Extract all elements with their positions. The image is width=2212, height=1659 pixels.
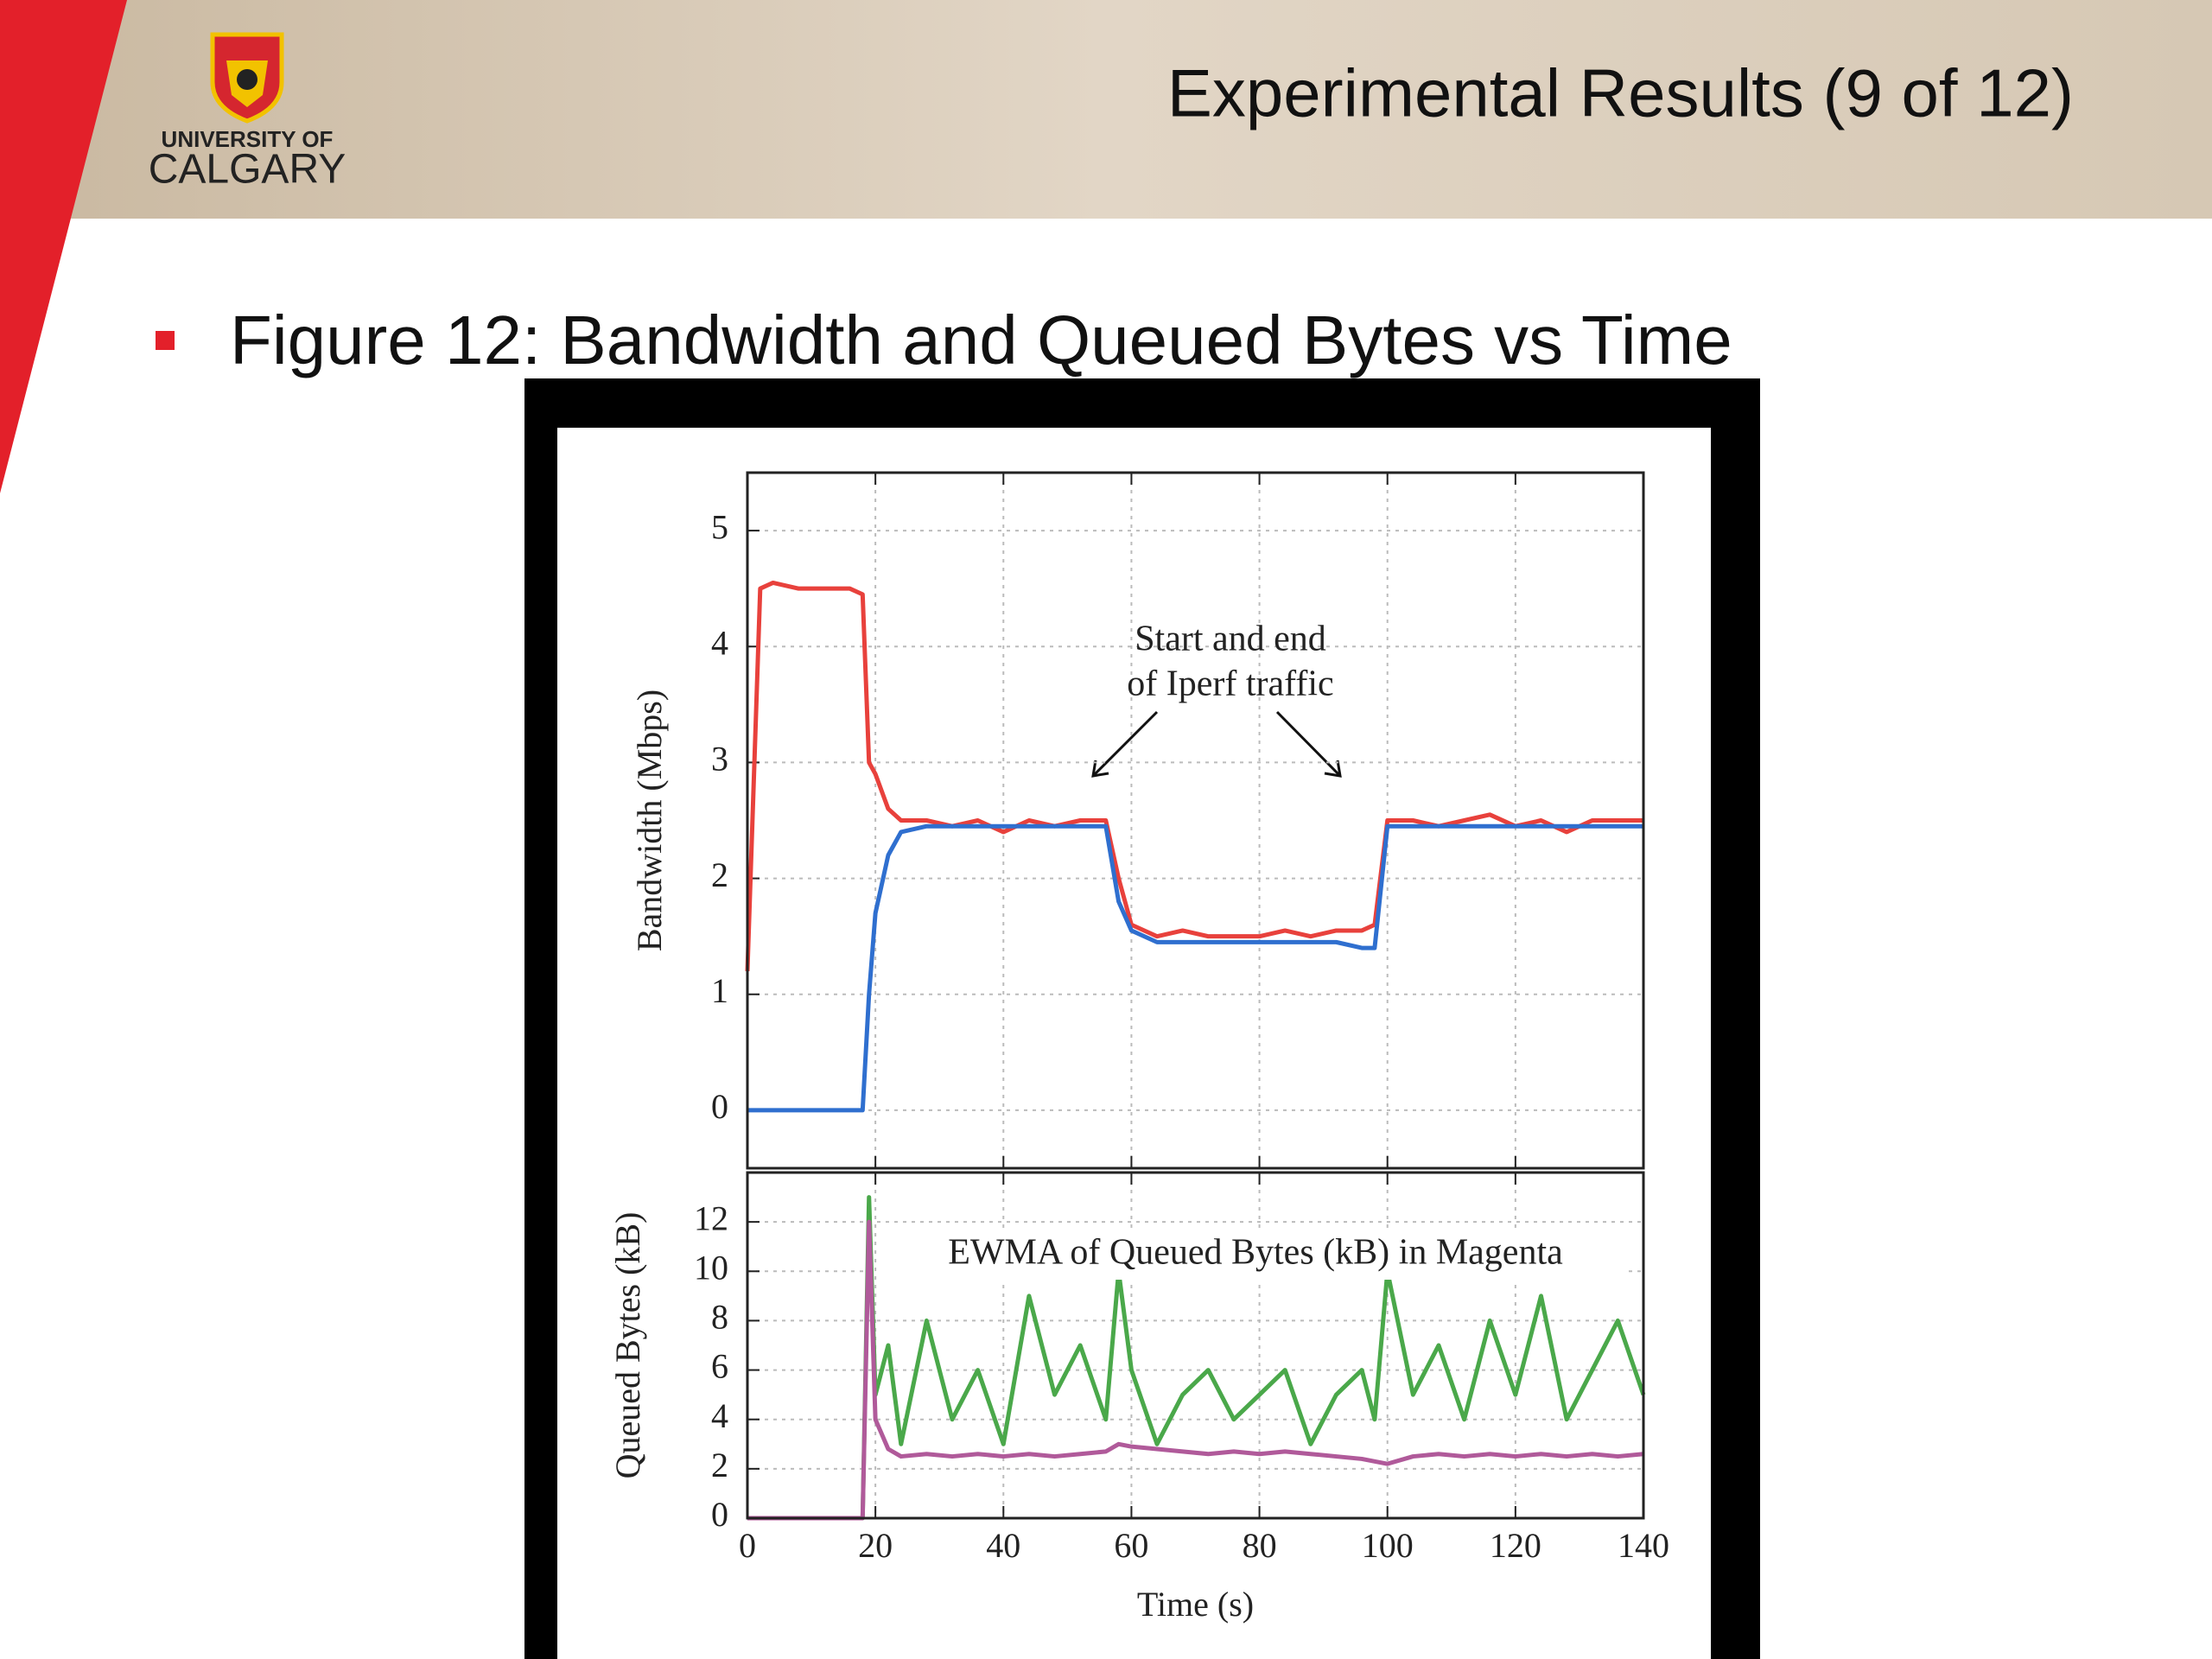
annotation-bg <box>877 1231 1629 1280</box>
x-tick-label: 100 <box>1362 1526 1414 1565</box>
y-axis-label: Queued Bytes (kB) <box>608 1212 647 1479</box>
x-axis-label: Time (s) <box>1137 1585 1254 1624</box>
plot-frame <box>746 1171 1645 1520</box>
annotation: of Iperf traffic <box>1127 664 1333 704</box>
y-tick-label: 3 <box>711 740 728 779</box>
x-tick-label: 80 <box>1243 1526 1277 1565</box>
slide-title: Experimental Results (9 of 12) <box>1167 55 2074 131</box>
x-tick-label: 120 <box>1490 1526 1541 1565</box>
y-axis-label: Bandwidth (Mbps) <box>630 690 669 951</box>
y-tick-label: 8 <box>711 1298 728 1337</box>
y-tick-label: 4 <box>711 1396 728 1435</box>
header-band <box>0 0 2212 219</box>
y-tick-label: 0 <box>711 1495 728 1534</box>
x-tick-label: 40 <box>986 1526 1020 1565</box>
annotation: Start and end <box>1135 620 1326 659</box>
y-tick-label: 6 <box>711 1347 728 1386</box>
y-tick-label: 2 <box>711 855 728 894</box>
y-tick-label: 10 <box>694 1248 728 1287</box>
red-stripe <box>0 0 127 493</box>
x-tick-label: 0 <box>739 1526 756 1565</box>
y-tick-label: 12 <box>694 1198 728 1237</box>
x-tick-label: 60 <box>1114 1526 1148 1565</box>
annotation: EWMA of Queued Bytes (kB) in Magenta <box>948 1233 1563 1273</box>
y-tick-label: 1 <box>711 971 728 1010</box>
plot-frame <box>746 471 1645 1170</box>
data-line <box>747 823 1643 1113</box>
y-tick-label: 2 <box>711 1446 728 1484</box>
data-line <box>745 580 1643 972</box>
logo-line: UNIVERSITY OF <box>162 126 334 152</box>
y-tick-label: 4 <box>711 623 728 662</box>
y-tick-label: 0 <box>711 1087 728 1126</box>
y-tick-label: 5 <box>711 507 728 546</box>
bullet-text: Figure 12: Bandwidth and Queued Bytes vs… <box>230 302 1732 378</box>
x-tick-label: 20 <box>858 1526 893 1565</box>
annotation-arrows <box>1091 710 1342 778</box>
logo-shield <box>210 32 284 124</box>
figure-canvas <box>557 428 1711 1659</box>
x-tick-label: 140 <box>1618 1526 1669 1565</box>
data-line <box>747 1219 1644 1521</box>
bullet-marker <box>156 331 175 350</box>
logo-line: CALGARY <box>149 147 346 193</box>
